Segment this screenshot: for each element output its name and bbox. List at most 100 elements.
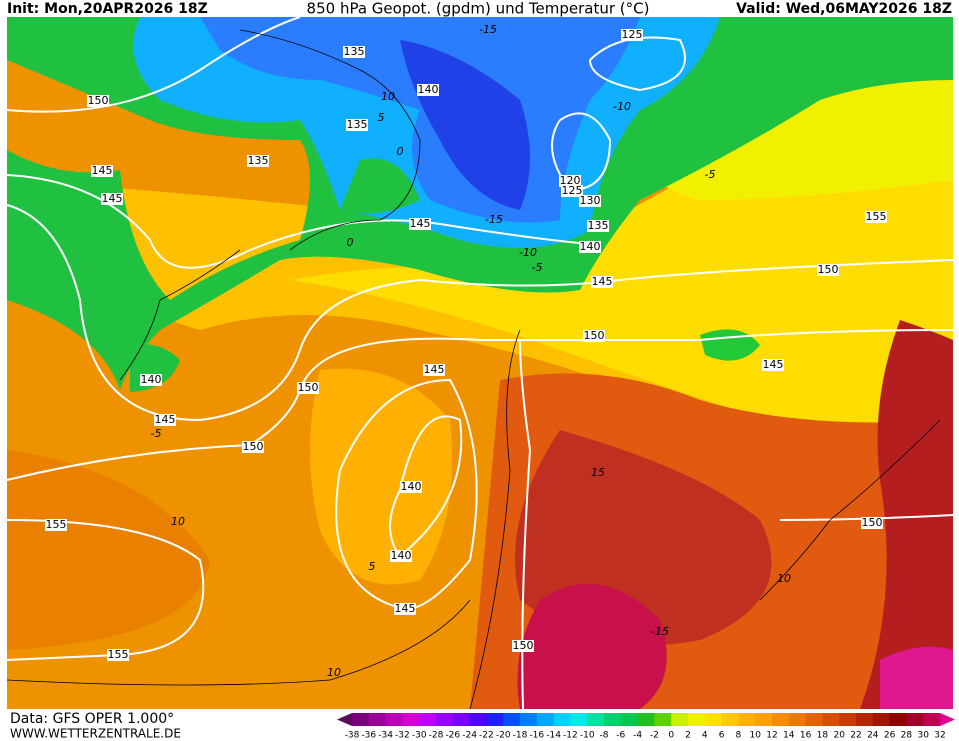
- height-label-box: [91, 165, 113, 177]
- legend-label: 2: [685, 731, 691, 741]
- legend-swatch: [503, 713, 521, 726]
- height-label: 145: [592, 275, 613, 288]
- height-label-box: [247, 155, 269, 167]
- height-label: 150: [243, 440, 264, 453]
- legend-swatch: [587, 713, 605, 726]
- height-label: 125: [622, 28, 643, 41]
- legend-label: 0: [668, 731, 674, 741]
- legend-swatch: [872, 713, 891, 726]
- legend-label: 28: [901, 731, 913, 741]
- legend-label: -20: [496, 731, 511, 741]
- height-label-box: [512, 640, 534, 652]
- temperature-label: 10: [777, 572, 791, 585]
- height-label: 135: [344, 45, 365, 58]
- legend-label: 8: [736, 731, 742, 741]
- height-label-box: [400, 481, 422, 493]
- temperature-label: 0: [397, 145, 404, 158]
- temperature-label: -5: [532, 261, 543, 274]
- height-label: 150: [818, 263, 839, 276]
- height-label-box: [861, 517, 883, 529]
- legend-label: -22: [479, 731, 494, 741]
- height-label: 150: [298, 381, 319, 394]
- legend-label: -34: [378, 731, 393, 741]
- temperature-label: 10: [327, 666, 341, 679]
- height-label-box: [865, 211, 887, 223]
- legend-label: -36: [361, 731, 376, 741]
- height-label-box: [621, 29, 643, 41]
- legend-label: 16: [800, 731, 812, 741]
- height-label-box: [390, 550, 412, 562]
- height-label: 155: [866, 210, 887, 223]
- temperature-label: -5: [151, 427, 162, 440]
- temperature-label: 15: [591, 466, 605, 479]
- height-label-box: [561, 185, 583, 197]
- height-label-box: [154, 414, 176, 426]
- height-label-box: [591, 276, 613, 288]
- temperature-label: -15: [651, 625, 669, 638]
- valid-text: Valid: Wed,06MAY2026 18Z: [736, 1, 952, 17]
- legend-label: -38: [345, 731, 360, 741]
- legend-label: -2: [650, 731, 659, 741]
- legend-label: -18: [513, 731, 528, 741]
- legend-swatch: [721, 713, 739, 726]
- legend-label: 14: [783, 731, 795, 741]
- legend-swatch: [620, 713, 639, 726]
- legend-swatch: [772, 713, 790, 726]
- legend-label: 18: [817, 731, 829, 741]
- legend-swatch: [385, 713, 403, 726]
- height-label: 125: [562, 184, 583, 197]
- height-label: 140: [401, 480, 422, 493]
- legend-label: -16: [529, 731, 544, 741]
- site-text: WWW.WETTERZENTRALE.DE: [10, 727, 181, 741]
- temperature-label: -15: [485, 213, 503, 226]
- legend-arrow-left: [337, 713, 352, 726]
- legend-arrow-right: [940, 713, 955, 726]
- temperature-label: 10: [171, 515, 185, 528]
- legend-label: 24: [867, 731, 879, 741]
- height-label: 145: [410, 217, 431, 230]
- legend-swatch: [788, 713, 807, 726]
- legend-label: -26: [445, 731, 460, 741]
- height-label-box: [101, 193, 123, 205]
- temperature-label: -5: [705, 168, 716, 181]
- height-label: 140: [141, 373, 162, 386]
- legend-label: -10: [580, 731, 595, 741]
- legend-swatch: [402, 713, 420, 726]
- legend-swatch: [553, 713, 571, 726]
- legend-swatch: [352, 713, 370, 726]
- temperature-label: 0: [347, 236, 354, 249]
- color-legend: -38 -36 -34 -32 -30 -28 -26 -24 -22 -20 -18 -16 -14-…: [337, 713, 955, 741]
- legend-swatch: [671, 713, 689, 726]
- height-label: 135: [347, 118, 368, 131]
- legend-swatch: [654, 713, 672, 726]
- init-text: Init: Mon,20APR2026 18Z: [7, 1, 208, 17]
- height-label-box: [107, 649, 129, 661]
- legend-label: 12: [766, 731, 777, 741]
- height-label: 145: [155, 413, 176, 426]
- legend-label: 26: [884, 731, 896, 741]
- legend-swatch: [436, 713, 454, 726]
- height-label-box: [297, 382, 319, 394]
- height-label-box: [87, 95, 109, 107]
- legend-swatch: [570, 713, 588, 726]
- legend-swatch: [368, 713, 387, 726]
- height-label-box: [579, 195, 601, 207]
- temperature-label: 10: [381, 90, 395, 103]
- legend-label: -32: [395, 731, 410, 741]
- height-label-box: [423, 364, 445, 376]
- height-label: 155: [46, 518, 67, 531]
- height-label-box: [579, 241, 601, 253]
- temperature-label: -10: [519, 246, 537, 259]
- legend-label: -28: [429, 731, 444, 741]
- height-label-box: [242, 441, 264, 453]
- height-label: 130: [580, 194, 601, 207]
- height-label-box: [409, 218, 431, 230]
- legend-label: 10: [749, 731, 761, 741]
- height-label: 150: [584, 329, 605, 342]
- height-label-box: [587, 220, 609, 232]
- temperature-label: 5: [369, 560, 376, 573]
- legend-swatch: [822, 713, 840, 726]
- height-label: 150: [862, 516, 883, 529]
- height-label: 135: [248, 154, 269, 167]
